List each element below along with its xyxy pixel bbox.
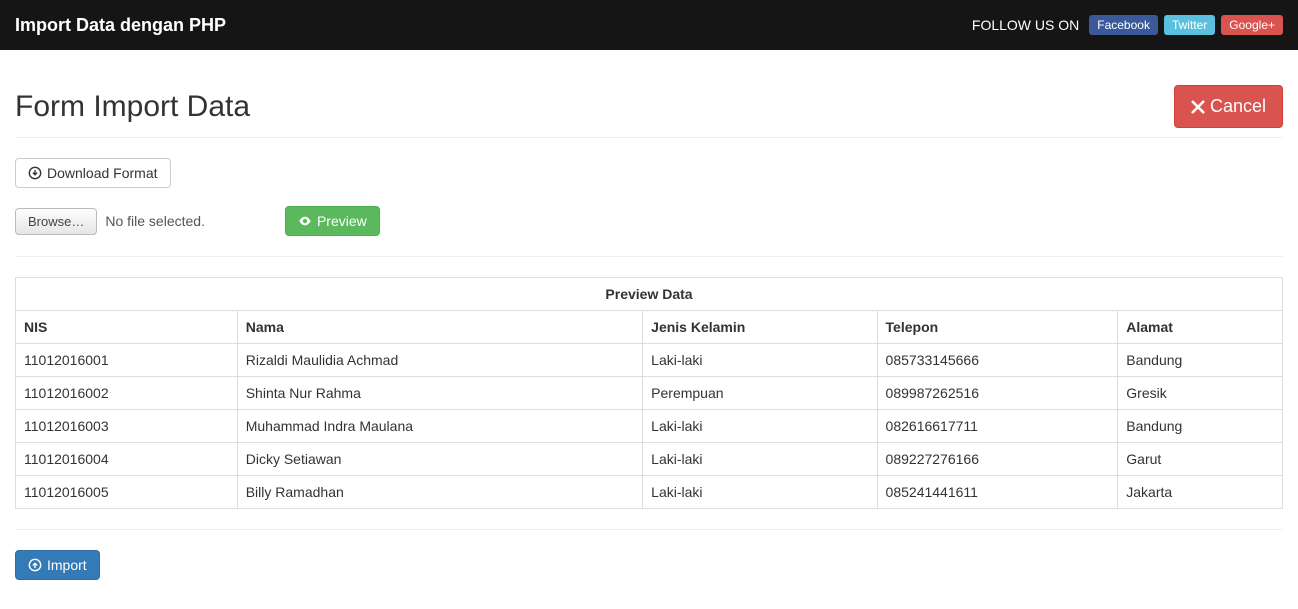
table-cell: Laki-laki <box>643 443 877 476</box>
table-cell: Billy Ramadhan <box>237 476 642 509</box>
import-label: Import <box>47 557 87 573</box>
table-cell: Bandung <box>1118 344 1283 377</box>
table-cell: Shinta Nur Rahma <box>237 377 642 410</box>
table-row: 11012016003Muhammad Indra MaulanaLaki-la… <box>16 410 1283 443</box>
table-cell: Laki-laki <box>643 344 877 377</box>
download-format-button[interactable]: Download Format <box>15 158 171 188</box>
navbar: Import Data dengan PHP FOLLOW US ON Face… <box>0 0 1298 50</box>
table-row: 11012016002Shinta Nur RahmaPerempuan0899… <box>16 377 1283 410</box>
table-row: 11012016001Rizaldi Maulidia AchmadLaki-l… <box>16 344 1283 377</box>
table-cell: 085733145666 <box>877 344 1118 377</box>
table-cell: 11012016005 <box>16 476 238 509</box>
table-cell: 089987262516 <box>877 377 1118 410</box>
table-cell: Gresik <box>1118 377 1283 410</box>
main-container: Form Import Data Cancel Download Format … <box>0 50 1298 595</box>
facebook-button[interactable]: Facebook <box>1089 15 1158 35</box>
download-icon <box>28 166 42 180</box>
eye-icon <box>298 214 312 228</box>
download-format-label: Download Format <box>47 165 158 181</box>
preview-label: Preview <box>317 213 367 229</box>
table-title: Preview Data <box>16 278 1283 311</box>
table-cell: Bandung <box>1118 410 1283 443</box>
cancel-button[interactable]: Cancel <box>1174 85 1283 128</box>
table-cell: Jakarta <box>1118 476 1283 509</box>
col-header-telepon: Telepon <box>877 311 1118 344</box>
table-cell: Garut <box>1118 443 1283 476</box>
navbar-brand: Import Data dengan PHP <box>15 15 226 36</box>
navbar-right: FOLLOW US ON Facebook Twitter Google+ <box>972 15 1283 35</box>
table-cell: 11012016001 <box>16 344 238 377</box>
file-input[interactable]: Browse… No file selected. <box>15 208 205 235</box>
col-header-alamat: Alamat <box>1118 311 1283 344</box>
table-cell: 082616617711 <box>877 410 1118 443</box>
table-cell: 11012016003 <box>16 410 238 443</box>
file-browse-button[interactable]: Browse… <box>15 208 97 235</box>
table-cell: Perempuan <box>643 377 877 410</box>
table-cell: 11012016002 <box>16 377 238 410</box>
col-header-nis: NIS <box>16 311 238 344</box>
table-row: 11012016005Billy RamadhanLaki-laki085241… <box>16 476 1283 509</box>
preview-button[interactable]: Preview <box>285 206 380 236</box>
table-cell: Laki-laki <box>643 476 877 509</box>
table-header-row: NIS Nama Jenis Kelamin Telepon Alamat <box>16 311 1283 344</box>
upload-icon <box>28 558 42 572</box>
table-cell: Muhammad Indra Maulana <box>237 410 642 443</box>
file-status-text: No file selected. <box>105 213 205 229</box>
col-header-jk: Jenis Kelamin <box>643 311 877 344</box>
file-upload-row: Browse… No file selected. Preview <box>15 206 1283 236</box>
divider-2 <box>15 529 1283 530</box>
close-icon <box>1191 100 1205 114</box>
table-cell: Laki-laki <box>643 410 877 443</box>
col-header-nama: Nama <box>237 311 642 344</box>
table-cell: 089227276166 <box>877 443 1118 476</box>
import-button[interactable]: Import <box>15 550 100 580</box>
table-cell: Dicky Setiawan <box>237 443 642 476</box>
divider <box>15 256 1283 257</box>
table-row: 11012016004Dicky SetiawanLaki-laki089227… <box>16 443 1283 476</box>
twitter-button[interactable]: Twitter <box>1164 15 1215 35</box>
table-cell: 085241441611 <box>877 476 1118 509</box>
table-cell: Rizaldi Maulidia Achmad <box>237 344 642 377</box>
preview-table: Preview Data NIS Nama Jenis Kelamin Tele… <box>15 277 1283 509</box>
follow-us-label: FOLLOW US ON <box>972 17 1079 33</box>
googleplus-button[interactable]: Google+ <box>1221 15 1283 35</box>
page-header: Form Import Data Cancel <box>15 85 1283 138</box>
table-cell: 11012016004 <box>16 443 238 476</box>
cancel-label: Cancel <box>1210 96 1266 117</box>
page-title: Form Import Data <box>15 90 250 124</box>
